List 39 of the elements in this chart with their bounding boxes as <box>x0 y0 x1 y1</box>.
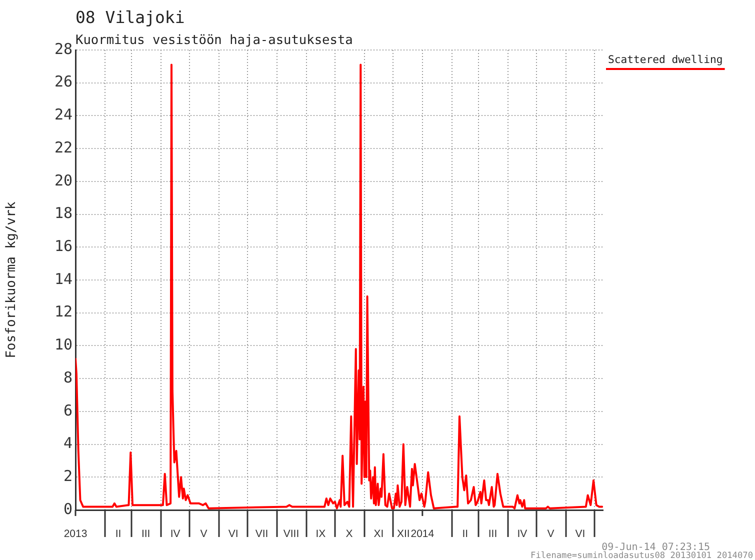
y-axis-title: Fosforikuorma kg/vrk <box>4 202 20 358</box>
text: Scattered dwelling <box>608 54 723 66</box>
y-tick-label: 10 <box>54 336 72 354</box>
x-tick-label: III <box>141 528 150 540</box>
x-tick-label: VIII <box>283 528 300 540</box>
x-tick-label: VI <box>228 528 238 540</box>
x-tick-label: V <box>547 528 554 540</box>
x-tick-label: VII <box>255 528 268 540</box>
y-tick-label: 26 <box>54 72 72 91</box>
y-tick-label: 14 <box>54 270 72 288</box>
y-tick-label: 8 <box>63 368 72 386</box>
text: 09-Jun-14 07:23:15 <box>602 542 710 553</box>
text: Filename=suminloadasutus08 20130101 2014070 <box>530 551 753 560</box>
y-tick-label: 16 <box>54 237 72 256</box>
y-tick-label: 0 <box>63 500 72 518</box>
chart-subtitle: Kuormitus vesistöön haja-asutuksesta <box>76 33 353 48</box>
y-tick-label: 24 <box>54 106 72 124</box>
y-tick-label: 28 <box>54 40 72 58</box>
chart-title: 08 Vilajoki <box>76 8 185 27</box>
y-tick-label: 20 <box>54 171 72 190</box>
x-tick-label: X <box>346 528 353 540</box>
y-tick-label: 4 <box>63 434 72 452</box>
x-tick-label: II <box>115 528 122 540</box>
x-tick-label: IV <box>170 528 180 540</box>
x-tick-label: XI <box>374 528 384 540</box>
y-tick-label: 18 <box>54 204 72 222</box>
x-tick-label: IV <box>517 528 528 540</box>
y-tick-label: 22 <box>54 138 72 156</box>
y-tick-label: 12 <box>54 302 72 321</box>
x-tick-label: XII <box>396 528 410 540</box>
y-tick-label: 6 <box>63 401 72 420</box>
x-tick-label: III <box>488 528 498 540</box>
x-tick-label: IX <box>316 528 326 540</box>
x-tick-label: VI <box>575 528 586 540</box>
x-tick-label: 2013 <box>64 528 88 540</box>
x-tick-label: 2014 <box>410 528 434 540</box>
y-tick-label: 2 <box>63 467 72 486</box>
x-tick-label: V <box>200 528 208 540</box>
x-tick-label: II <box>462 528 468 540</box>
